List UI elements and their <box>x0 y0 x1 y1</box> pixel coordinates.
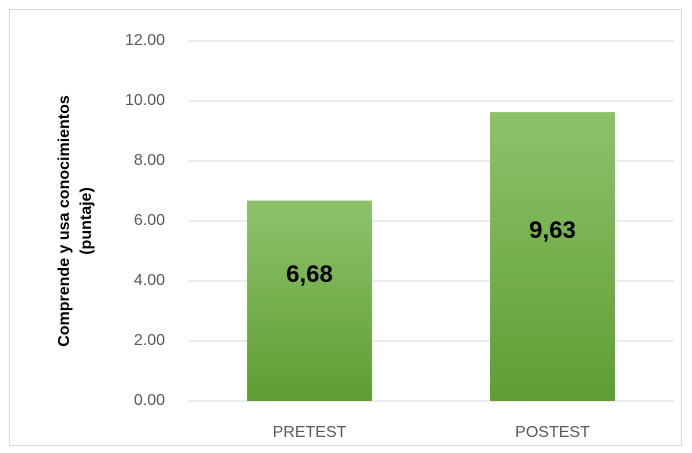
x-tick-label: PRETEST <box>273 424 347 441</box>
y-tick-label: 8.00 <box>134 152 165 169</box>
x-tick-label: POSTEST <box>515 424 590 441</box>
data-label: 6,68 <box>286 261 333 288</box>
y-axis-label-line: Comprende y usa conocimientos <box>56 95 73 347</box>
bar <box>247 200 372 401</box>
y-axis-label-line: (puntaje) <box>78 187 95 255</box>
y-tick-label: 4.00 <box>134 272 165 289</box>
y-tick-label: 0.00 <box>134 392 165 409</box>
y-axis-label: Comprende y usa conocimientos (puntaje) <box>56 95 95 347</box>
y-tick-label: 6.00 <box>134 212 165 229</box>
y-tick-label: 10.00 <box>125 92 165 109</box>
bar <box>490 112 615 401</box>
y-tick-label: 12.00 <box>125 32 165 49</box>
y-tick-label: 2.00 <box>134 332 165 349</box>
data-label: 9,63 <box>529 217 576 244</box>
